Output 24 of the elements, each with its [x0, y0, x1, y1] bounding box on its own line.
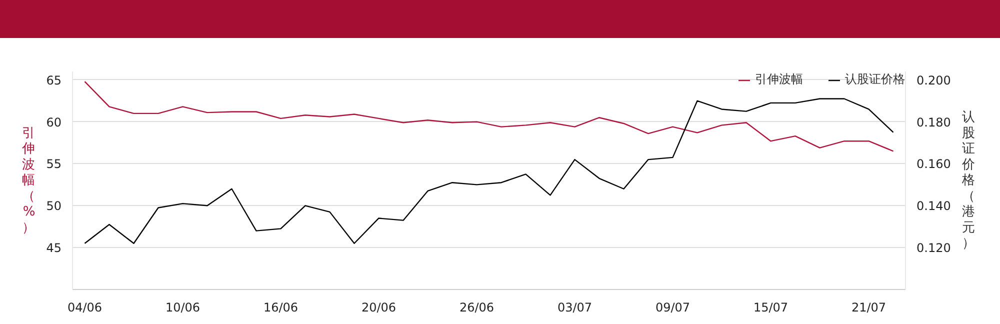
y-axis-title: 引伸波幅（%） — [21, 126, 36, 236]
y2-tick-label: 0.180 — [916, 115, 951, 130]
x-tick-label: 20/06 — [361, 300, 396, 314]
y2-tick-label: 0.140 — [916, 199, 951, 214]
x-tick-label: 26/06 — [459, 300, 494, 314]
legend-label: 认股证价格 — [845, 71, 905, 88]
line-series — [84, 98, 894, 244]
x-tick-label: 04/06 — [67, 300, 102, 314]
text: 认股证价格（港元） — [962, 110, 975, 251]
y-tick-label: 50 — [46, 199, 62, 214]
y2-tick-label: 0.200 — [916, 73, 951, 88]
legend-label: 引伸波幅 — [755, 71, 803, 88]
y-tick-label: 45 — [46, 241, 62, 256]
x-tick-label: 09/07 — [655, 300, 690, 314]
y-tick-label: 55 — [46, 157, 62, 172]
x-tick-label: 03/07 — [557, 300, 592, 314]
x-tick-label: 21/07 — [851, 300, 886, 314]
x-tick-label: 16/06 — [263, 300, 298, 314]
y-tick-label: 65 — [46, 73, 62, 88]
x-tick-label: 10/06 — [165, 300, 200, 314]
x-tick-label: 15/07 — [753, 300, 788, 314]
y2-tick-label: 0.160 — [916, 157, 951, 172]
y2-tick-label: 0.120 — [916, 241, 951, 256]
y-tick-label: 60 — [46, 115, 62, 130]
